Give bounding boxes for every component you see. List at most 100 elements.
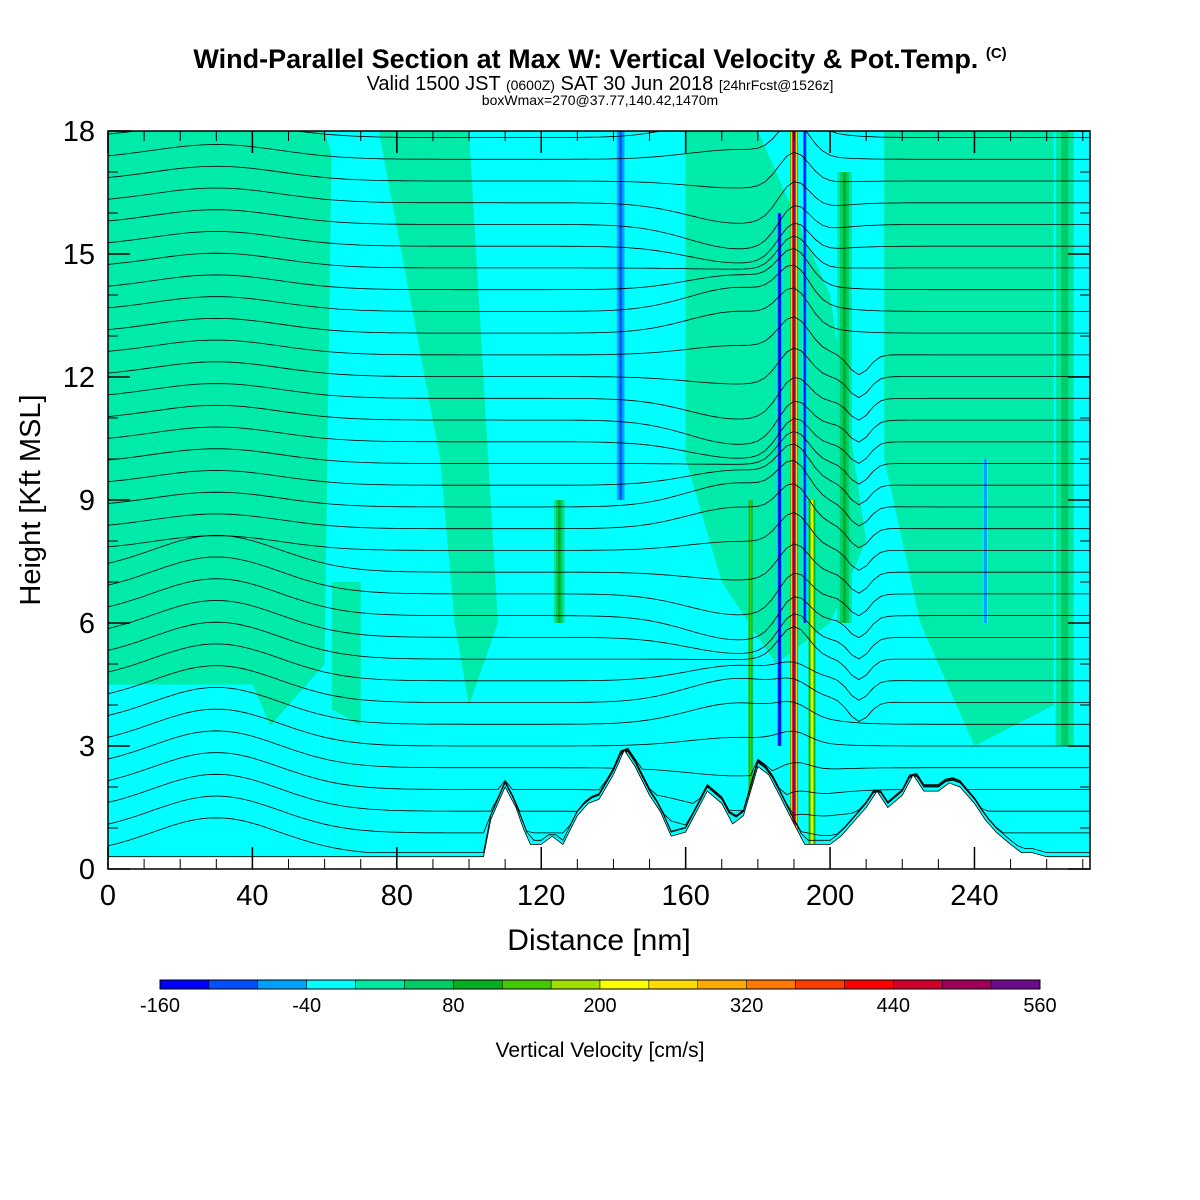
velocity-field (108, 131, 1090, 869)
colorbar-swatch (257, 979, 307, 990)
colorbar-swatch (159, 979, 210, 990)
updraft-band (811, 500, 813, 845)
theta-contour (108, 534, 1090, 594)
colorbar-swatch (746, 979, 796, 990)
colorbar-tick-label: 560 (1023, 995, 1056, 1017)
theta-contour (108, 181, 1090, 224)
x-tick-label: 80 (381, 880, 413, 912)
theta-contour (108, 222, 1090, 264)
theta-contour (108, 400, 1090, 445)
theta-contour (108, 751, 1090, 853)
colorbar-swatch (404, 979, 454, 990)
theta-contour (108, 205, 1090, 250)
colorbar-swatch (355, 979, 405, 990)
colorbar-swatch (648, 979, 699, 990)
theta-contour (108, 730, 1090, 777)
x-tick-label: 0 (100, 880, 116, 912)
updraft-band (558, 500, 561, 623)
y-tick-label: 0 (79, 854, 95, 886)
colorbar-swatch (893, 979, 943, 990)
forecast-info: [24hrFcst@1526z] (718, 77, 834, 93)
y-tick-label: 12 (63, 362, 95, 394)
colorbar-swatch (795, 979, 845, 990)
colorbar-tick-label: 200 (583, 995, 616, 1017)
theta-contour (108, 665, 1090, 722)
theta-contour (108, 748, 1090, 811)
y-tick-label: 9 (79, 485, 95, 517)
theta-contour (108, 417, 1090, 464)
theta-contour (108, 131, 1090, 138)
colorbar-swatch (844, 979, 894, 990)
y-tick-labels: 0 3 6 9 12 15 18 (63, 116, 95, 886)
copyright-mark: (C) (985, 45, 1007, 62)
x-tick-labels: 0 40 80 120 160 200 240 (100, 880, 999, 912)
theta-contours (108, 131, 1090, 853)
theta-contour (108, 264, 1090, 312)
axis-ticks (107, 130, 1090, 870)
theta-contour (108, 512, 1090, 571)
colorbar-tick-label: -40 (292, 995, 321, 1017)
y-tick-label: 3 (79, 731, 95, 763)
colorbar-swatch (990, 979, 1041, 990)
x-tick-label: 240 (950, 880, 998, 912)
theta-contour (108, 459, 1090, 527)
y-tick-label: 6 (79, 608, 95, 640)
colorbar-tick-label: -160 (140, 995, 180, 1017)
theta-contour (108, 443, 1090, 506)
downdraft-band (804, 131, 806, 623)
y-tick-label: 18 (63, 116, 95, 148)
theta-contour (108, 151, 1090, 189)
theta-contour (108, 749, 1090, 826)
downdraft-band (778, 213, 781, 746)
colorbar-tick-labels: -160 -40 80 200 320 440 560 (140, 995, 1057, 1017)
colorbar-swatch (697, 979, 747, 990)
theta-contour (108, 578, 1090, 641)
updraft-band (750, 500, 752, 828)
theta-contour (108, 686, 1090, 725)
x-tick-label: 40 (236, 880, 268, 912)
valid-time: Valid 1500 JST (0600Z) SAT 30 Jun 2018 [… (0, 73, 1200, 96)
theta-contour (108, 708, 1090, 747)
colorbar-swatch (453, 979, 503, 990)
colorbar-swatch (599, 979, 650, 990)
downdraft-band (984, 459, 986, 623)
updraft-band (793, 131, 795, 845)
velocity-region (108, 684, 484, 857)
colorbar-tick-label: 440 (877, 995, 910, 1017)
y-axis-label: Height [Kft MSL] (15, 394, 47, 605)
y-tick-label: 15 (63, 239, 95, 271)
velocity-region (884, 131, 1054, 746)
title-text: Wind-Parallel Section at Max W: Vertical… (193, 44, 979, 74)
theta-contour (108, 376, 1090, 421)
velocity-region (108, 131, 332, 726)
colorbar-frame (159, 979, 1041, 990)
theta-contour (108, 235, 1090, 270)
colorbar-swatch (941, 979, 992, 990)
theta-contour (108, 643, 1090, 701)
downdraft-band (619, 131, 622, 500)
colorbar-tick-label: 80 (442, 995, 464, 1017)
theta-contour (108, 600, 1090, 660)
x-tick-label: 200 (806, 880, 854, 912)
colorbar-swatch (501, 979, 552, 990)
valid-date: SAT 30 Jun 2018 (560, 73, 714, 95)
valid-utc: (0600Z) (505, 77, 555, 93)
x-tick-label: 160 (661, 880, 709, 912)
theta-contour (108, 287, 1090, 334)
theta-contour (108, 556, 1090, 617)
chart-title: Wind-Parallel Section at Max W: Vertical… (0, 44, 1200, 75)
updraft-band (843, 172, 846, 623)
plot-area (108, 131, 1090, 869)
theta-contour (108, 131, 1090, 160)
theta-contour (108, 621, 1090, 681)
theta-contour (108, 430, 1090, 485)
colorbar (159, 979, 1041, 990)
colorbar-swatch (550, 979, 601, 990)
colorbar-swatch (208, 979, 259, 990)
theta-contour (108, 750, 1090, 837)
theta-contour (108, 483, 1090, 549)
colorbar-tick-label: 320 (730, 995, 763, 1017)
theta-contour (108, 347, 1090, 399)
updraft-band (1062, 131, 1067, 746)
theta-contour (108, 247, 1090, 291)
